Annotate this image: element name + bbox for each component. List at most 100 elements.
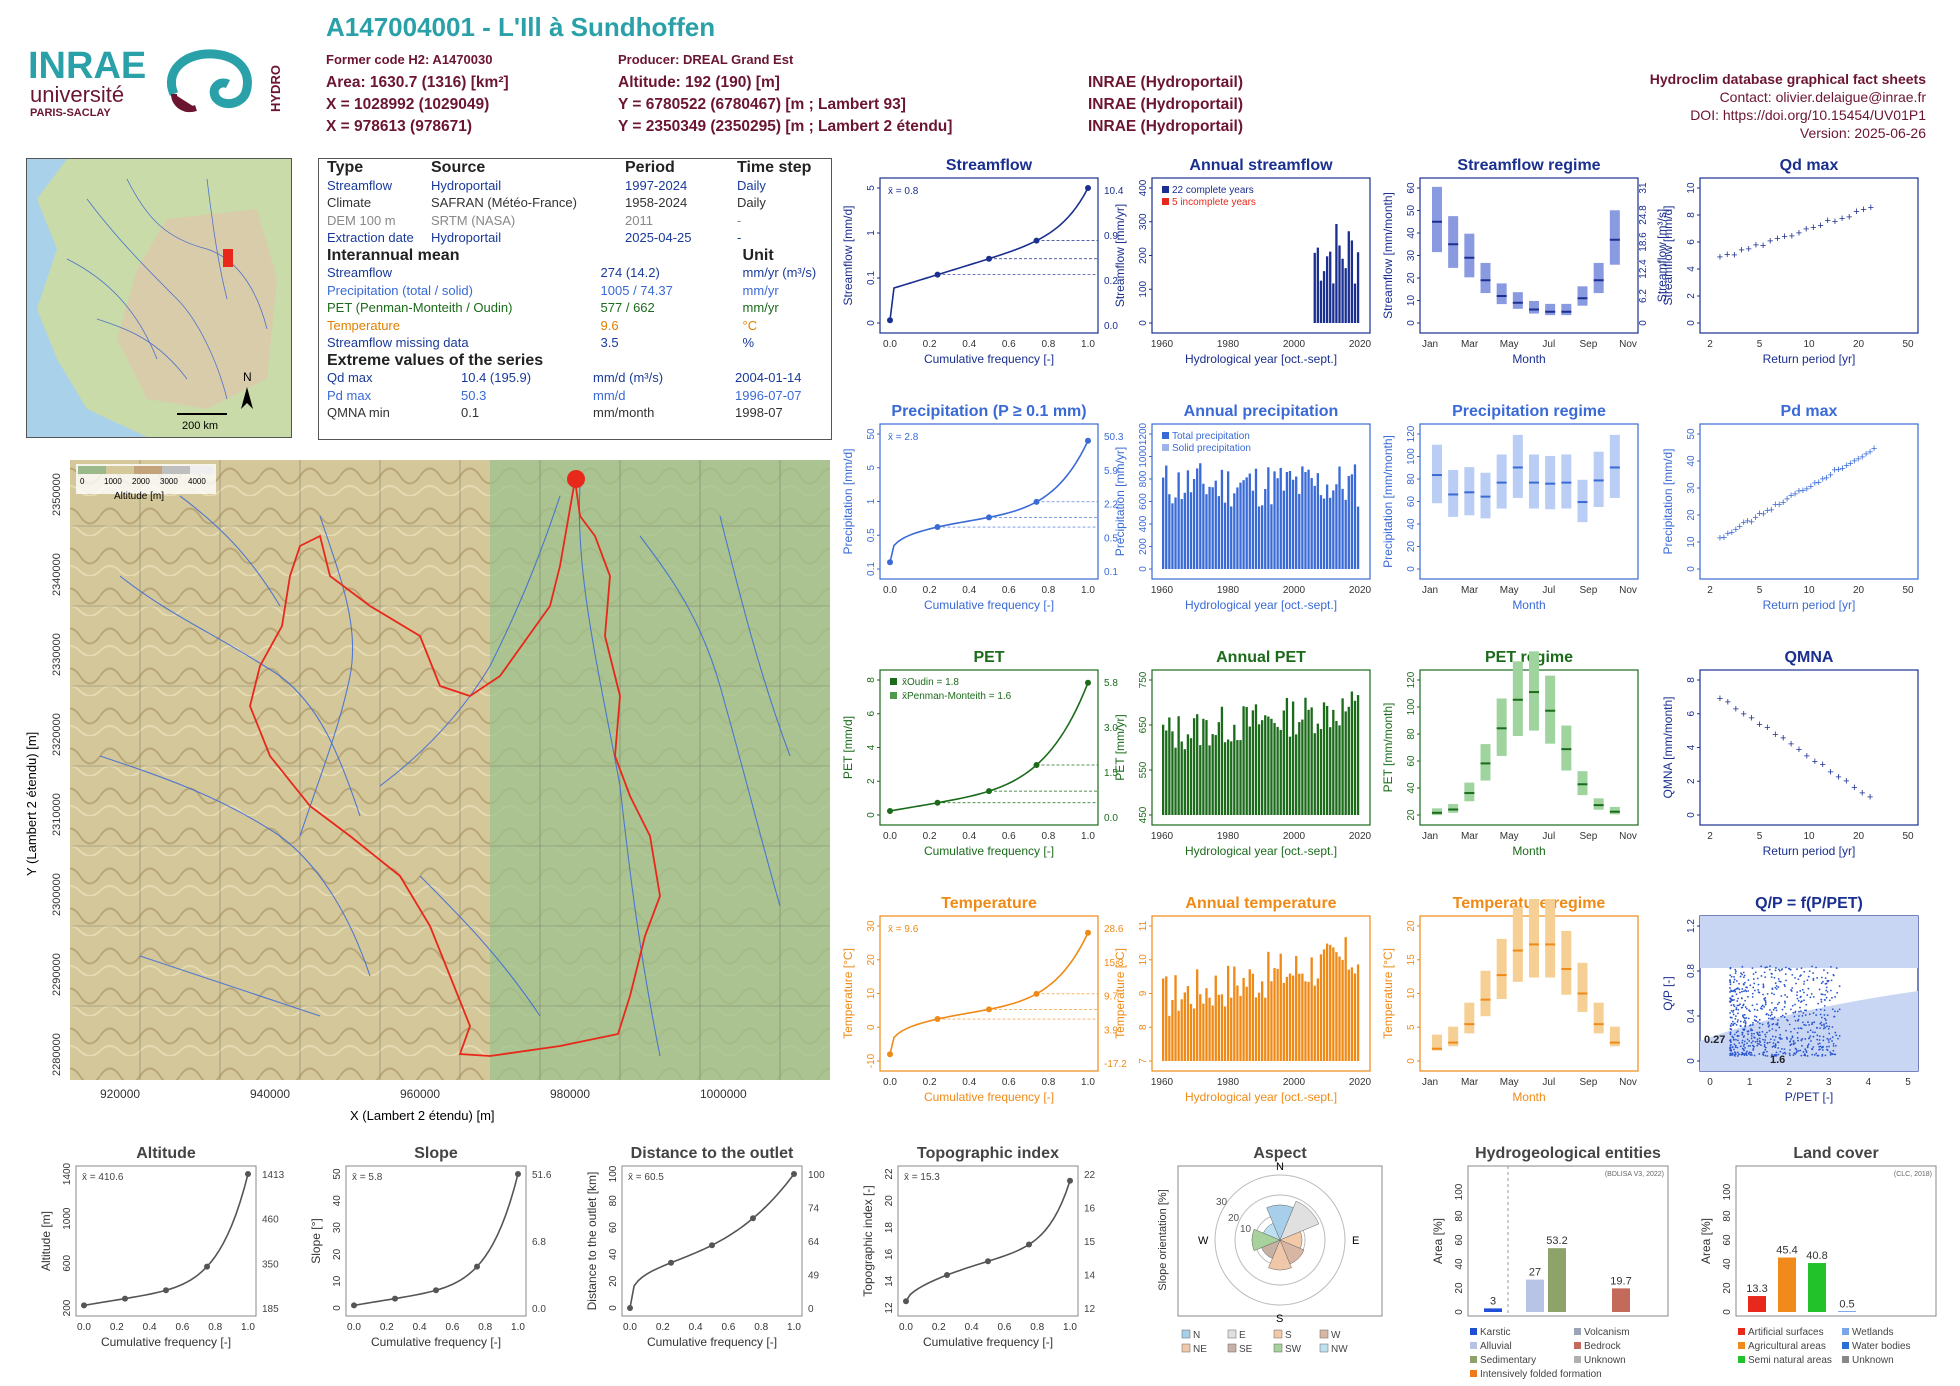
qp-point [1797,1049,1800,1052]
temp_regime-iqr-box [1432,1034,1442,1051]
precip_cdf-quantile-point [887,559,893,566]
qp-point [1770,992,1773,995]
annual_precip-bar [1310,478,1313,569]
pet_cdf-rtick: 3.0 [1104,723,1118,734]
aspect-ring [1214,1174,1346,1306]
pd_max-point: + [1863,448,1869,460]
qp-point [1737,1012,1739,1015]
qp-point [1739,991,1741,994]
annual_pet-bar [1211,734,1214,815]
qp-point [1764,1046,1767,1049]
streamflow_regime-iqr-box [1496,283,1507,305]
topo_cdf-rtick: 22 [1084,1170,1096,1181]
qp-point [1802,1021,1804,1024]
qp-point [1735,993,1738,996]
qp-point [1774,1035,1777,1038]
temp_regime-ytick: 0 [1406,1058,1417,1064]
pd_max-point: + [1867,447,1873,459]
qp-point [1807,1043,1810,1046]
slope_cdf-frame [345,1165,527,1317]
hydrogeo-legend: Intensively folded formation [1480,1369,1602,1380]
qp-point [1819,1027,1821,1030]
annual_precip-bar [1233,493,1236,569]
annual_streamflow-xtick: 1960 [1151,339,1174,350]
pet_cdf-xtick: 0.0 [883,831,897,842]
qp-point [1784,1002,1787,1004]
distance_cdf-title: Distance to the outlet [631,1145,794,1162]
slope_cdf-xtick: 0.0 [347,1322,361,1333]
annual_pet-bar [1298,722,1301,815]
basin-outline [249,479,661,1057]
qd_max-point: + [1717,252,1723,264]
temp_cdf-xtick: 0.2 [923,1077,937,1088]
qp-point [1753,1054,1756,1057]
qp-point [1794,1003,1796,1006]
qp-point [1756,1044,1759,1047]
streamflow_regime-ytick: 20 [1406,272,1417,284]
landcover-legend: Water bodies [1852,1341,1911,1352]
annual_temp-bar [1211,1005,1214,1061]
qp-point [1789,1049,1791,1051]
qp-point [1830,979,1833,982]
qp-point [1807,975,1810,978]
qp-point [1784,973,1787,976]
qmna-ytick: 8 [1686,677,1697,683]
annual_pet-ytick: 450 [1138,806,1149,823]
streamflow_regime-xtick: May [1500,339,1519,350]
aspect-legend-swatch [1273,1343,1283,1353]
temp_regime-iqr-box [1609,1026,1620,1047]
altitude_cdf-xtick: 0.4 [143,1322,157,1333]
precip_cdf-ytick: 5 [866,465,877,471]
aspect-legend-swatch [1227,1343,1237,1353]
streamflow_cdf-ylabel: Streamflow [mm/d] [841,205,855,305]
temp_cdf-rtick: 15.3 [1104,958,1124,969]
annual_pet-bar [1310,707,1313,815]
pet_regime-ytick: 80 [1406,728,1417,740]
hydrogeo-legend-swatch [1470,1342,1477,1349]
annual_precip-bar [1192,479,1196,569]
topo_cdf-ytick: 22 [884,1168,895,1180]
mean-row-missing: Streamflow missing data 3.5% [327,335,755,350]
qp-point [1826,979,1829,982]
hydrogeo-ytick: 0 [1454,1309,1465,1315]
qp-point [1798,1010,1800,1013]
qmna-point: + [1756,719,1762,731]
annual_precip-ylabel: Precipitation [mm/yr] [1113,447,1127,556]
qp-point [1729,997,1732,1000]
qp-point [1812,1012,1815,1014]
temp_regime-iqr-box [1529,899,1539,978]
hydrogeo-legend-swatch [1470,1328,1477,1335]
qp-point [1815,1052,1818,1055]
contact[interactable]: Contact: olivier.delaigue@inrae.fr [1719,89,1926,105]
slope_cdf-xtick: 0.4 [413,1322,427,1333]
qp-point [1823,1014,1826,1016]
annual_pet-bar [1183,749,1186,815]
annual_precip-bar [1356,506,1360,569]
slope_cdf-xtick: 0.6 [445,1322,459,1333]
svg-text:940000: 940000 [250,1087,290,1101]
annual_pet-bar [1353,700,1357,815]
qp-point [1733,1022,1736,1025]
svg-text:4000: 4000 [188,477,206,486]
streamflow_cdf-rtick: 0.9 [1104,231,1118,242]
pd_max-ytick: 0 [1686,566,1697,572]
annual_pet-bar [1267,716,1270,815]
annual_temp-bar [1254,997,1258,1061]
precip_regime-iqr-box [1561,454,1572,509]
qp-point [1770,1013,1773,1016]
qp-point [1770,1011,1773,1014]
hydrogeo-ylabel: Area [%] [1431,1218,1445,1264]
temp_regime-iqr-box [1448,1026,1459,1047]
annual_temp-bar [1332,947,1335,1061]
topo_cdf-curve [905,1180,1071,1302]
qp-point [1795,1051,1798,1054]
doi[interactable]: DOI: https://doi.org/10.15454/UV01P1 [1690,107,1926,123]
qd_max-point: + [1860,204,1866,216]
annual_pet-bar [1217,722,1221,815]
qp-point [1742,976,1745,979]
qp-point [1803,970,1806,973]
temp_regime-ytick: 5 [1406,1024,1417,1030]
streamflow_cdf-curve [889,187,1089,321]
altitude_cdf-xlabel: Cumulative frequency [-] [101,1335,231,1349]
streamflow_regime-y2tick: 6.2 [1638,289,1649,303]
